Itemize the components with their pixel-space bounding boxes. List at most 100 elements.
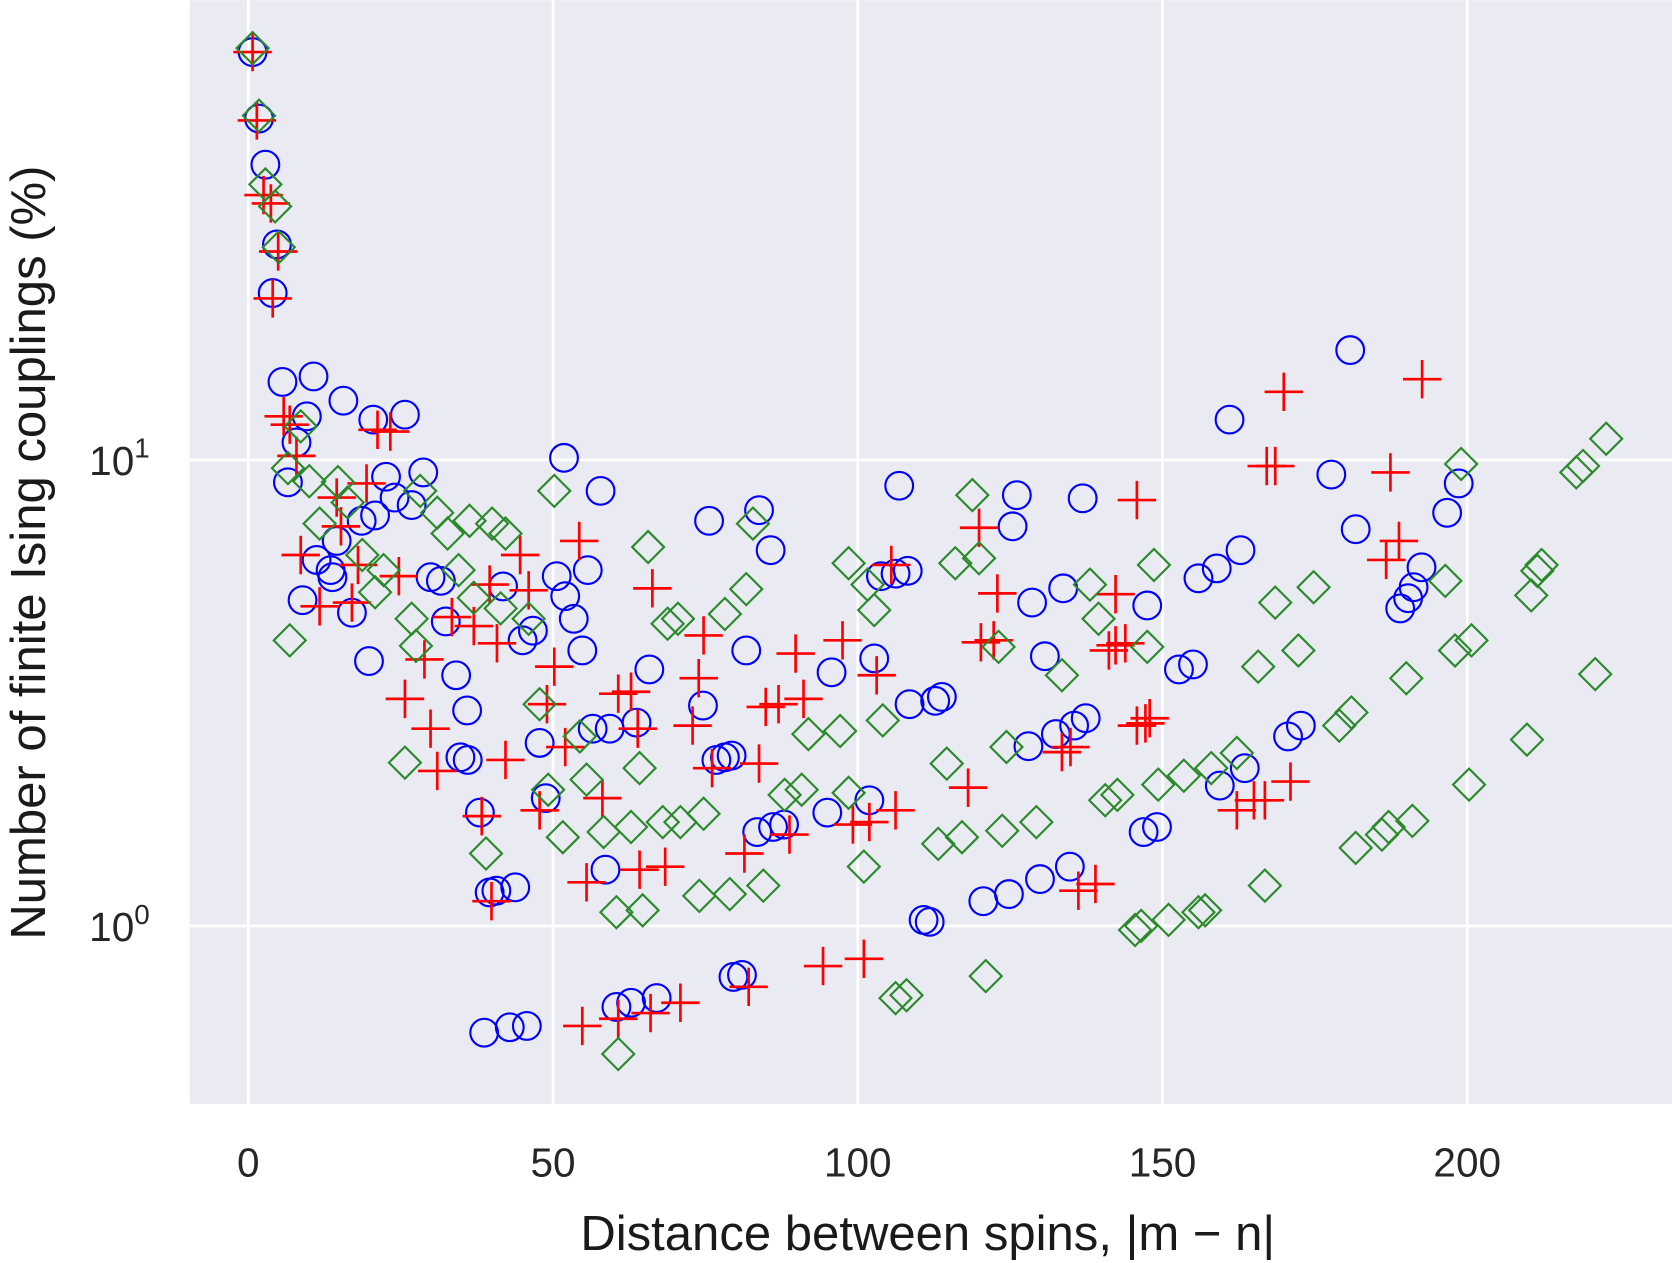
- circle-point: [567, 635, 598, 666]
- diamond-point: [398, 628, 434, 664]
- plus-point: [599, 999, 638, 1038]
- plus-point: [486, 740, 525, 780]
- plus-point: [560, 521, 599, 561]
- circle-point: [1335, 335, 1366, 366]
- diamond-point: [1588, 421, 1624, 457]
- diamond-point: [1364, 817, 1400, 853]
- plus-point: [776, 634, 815, 673]
- circle-point: [601, 992, 632, 1022]
- plus-point: [1076, 864, 1115, 904]
- diamond-point: [569, 762, 605, 798]
- diamond-point: [846, 849, 882, 885]
- diamond-point: [456, 580, 492, 616]
- x-tick-label: 200: [1433, 1139, 1501, 1185]
- diamond-point: [954, 477, 990, 513]
- circle-point: [894, 689, 925, 720]
- diamond-point: [968, 958, 1004, 994]
- grid: [189, 0, 1672, 1104]
- circle-point: [298, 361, 329, 392]
- circle-point: [993, 879, 1024, 910]
- diamond-point: [822, 713, 858, 749]
- plus-point: [405, 640, 444, 679]
- circle-point: [481, 875, 512, 906]
- diamond-point: [430, 516, 466, 552]
- plus-point: [611, 672, 651, 711]
- plus-point: [833, 805, 873, 844]
- circle-point: [408, 457, 439, 488]
- circle-point: [577, 713, 608, 744]
- plus-point: [1402, 359, 1442, 399]
- circle-point: [694, 505, 724, 536]
- diamond-point: [1219, 735, 1255, 771]
- circle-point: [1443, 468, 1474, 499]
- diamond-point: [712, 876, 748, 912]
- diamond-point: [1451, 767, 1487, 803]
- circle-point: [572, 555, 603, 586]
- circle-point: [1013, 731, 1044, 762]
- circle-point: [1340, 514, 1371, 545]
- diamond-point: [889, 977, 925, 1013]
- diamond-point: [1193, 750, 1229, 786]
- circle-point: [1164, 654, 1194, 685]
- diamond-point: [452, 503, 488, 539]
- plus-point: [823, 621, 862, 660]
- circle-point: [328, 385, 359, 416]
- diamond-point: [1388, 660, 1424, 696]
- y-tick-label: 101: [89, 433, 150, 484]
- circle-point: [892, 555, 923, 586]
- plus-point: [1126, 704, 1165, 743]
- circle-point: [379, 482, 410, 513]
- diamond-point: [784, 772, 820, 808]
- diamond-point: [283, 408, 319, 444]
- diamond-point: [1136, 547, 1172, 583]
- circle-point: [287, 585, 318, 616]
- circle-point: [1132, 590, 1163, 621]
- circle-point: [1017, 587, 1048, 618]
- diamond-point: [645, 804, 681, 840]
- diamond-point: [468, 835, 504, 872]
- diamond-point: [1117, 912, 1153, 948]
- diamond-point: [1509, 722, 1545, 758]
- plus-point: [739, 744, 779, 783]
- plus-point: [784, 679, 823, 719]
- diamond-point: [320, 464, 356, 500]
- diamond-point: [536, 473, 572, 509]
- circle-point: [742, 817, 773, 847]
- plus-point: [332, 583, 372, 622]
- circle-point: [884, 470, 915, 501]
- plus-point: [1271, 762, 1310, 801]
- diamond-point: [735, 506, 771, 542]
- plus-point: [618, 709, 657, 748]
- plus-point: [462, 796, 501, 836]
- diamond-point: [257, 188, 293, 224]
- circle-point: [358, 404, 389, 435]
- circle-point: [731, 635, 762, 666]
- diamond-point: [790, 716, 826, 752]
- diamond-point: [1018, 804, 1054, 840]
- plot-area: [189, 0, 1672, 1104]
- plus-point: [567, 863, 606, 902]
- plus-point: [583, 778, 622, 818]
- plus-point: [563, 1006, 602, 1046]
- circle-point: [317, 562, 348, 593]
- plus-point: [500, 535, 540, 575]
- plus-point: [692, 748, 732, 788]
- plus-point: [1089, 631, 1129, 670]
- data-marks: [233, 30, 1624, 1072]
- circle-point: [1128, 817, 1159, 847]
- diamond-point: [1099, 777, 1135, 813]
- plus-point: [844, 939, 884, 978]
- diamond-point: [920, 826, 956, 862]
- diamond-point: [660, 601, 696, 637]
- plus-point: [338, 545, 378, 585]
- plus-point: [1051, 727, 1090, 767]
- plus-point: [477, 624, 517, 663]
- plus-point: [1245, 781, 1285, 820]
- diamond-point: [1321, 708, 1357, 744]
- diamond-point: [1577, 656, 1613, 692]
- diamond-point: [530, 772, 566, 808]
- circle-point: [441, 660, 472, 691]
- diamond-point: [1247, 868, 1283, 904]
- plus-point: [385, 679, 425, 719]
